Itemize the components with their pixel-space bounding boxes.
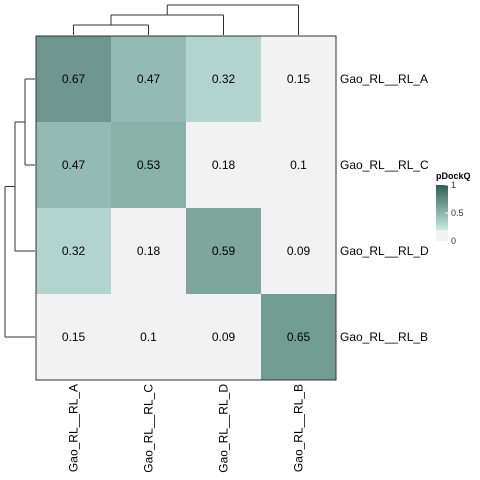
cell-value-label: 0.32	[212, 72, 236, 86]
column-dendrogram-branch	[73, 24, 149, 35]
row-label: Gao_RL__RL_D	[340, 244, 429, 258]
cell-value-label: 0.1	[290, 158, 307, 172]
column-label: Gao_RL__RL_B	[292, 384, 306, 472]
heatmap-cell	[261, 294, 336, 380]
row-dendrogram-branch	[4, 186, 35, 338]
heatmap-cell	[186, 294, 261, 380]
heatmap-cell	[111, 122, 186, 208]
cell-value-label: 0.67	[62, 72, 86, 86]
color-legend: pDockQ 1 0.5 0	[436, 171, 471, 246]
cell-value-label: 0.15	[287, 72, 311, 86]
cell-value-label: 0.18	[137, 244, 161, 258]
cell-value-label: 0.32	[62, 244, 86, 258]
legend-colorbar	[436, 185, 448, 241]
row-label: Gao_RL__RL_C	[340, 158, 429, 172]
cell-value-label: 0.65	[287, 330, 311, 344]
heatmap-cell	[111, 294, 186, 380]
legend-tick-label: 0	[451, 236, 456, 246]
cell-value-label: 0.15	[62, 330, 86, 344]
column-label: Gao_RL__RL_D	[217, 384, 231, 473]
heatmap-cell	[186, 122, 261, 208]
heatmap-cell	[36, 208, 111, 294]
heatmap-cell	[36, 36, 111, 122]
cell-value-label: 0.09	[287, 244, 311, 258]
cell-value-label: 0.53	[137, 158, 161, 172]
heatmap-cell	[261, 122, 336, 208]
row-label: Gao_RL__RL_A	[340, 72, 428, 86]
legend-title: pDockQ	[436, 171, 471, 181]
column-dendrogram-branch	[166, 4, 299, 35]
heatmap-border	[35, 35, 337, 381]
cell-value-label: 0.1	[140, 330, 157, 344]
heatmap-cell	[111, 208, 186, 294]
heatmap-cell	[261, 208, 336, 294]
cell-value-label: 0.47	[62, 158, 86, 172]
heatmap-cell	[261, 36, 336, 122]
heatmap-cell	[111, 36, 186, 122]
cell-value-label: 0.47	[137, 72, 161, 86]
heatmap-cell	[36, 294, 111, 380]
legend-tick-label: 1	[451, 180, 456, 190]
cell-value-label: 0.59	[212, 244, 236, 258]
row-dendrogram	[4, 78, 35, 338]
heatmap-cell	[186, 36, 261, 122]
cell-value-label: 0.09	[212, 330, 236, 344]
heatmap-cell	[36, 122, 111, 208]
column-label: Gao_RL__RL_A	[67, 384, 81, 472]
heatmap-cells: 0.67 0.47 0.32 0.15 0.47 0.53 0.18 0.1 0.32 0.18 0…	[36, 36, 336, 380]
column-label: Gao_RL__RL_C	[142, 384, 156, 473]
row-label: Gao_RL__RL_B	[340, 330, 428, 344]
row-dendrogram-branch	[24, 78, 35, 166]
heatmap-cell	[186, 208, 261, 294]
legend-tick-label: 0.5	[451, 208, 464, 218]
column-labels: Gao_RL__RL_A Gao_RL__RL_C Gao_RL__RL_D Gao_…	[67, 384, 306, 473]
cell-value-label: 0.18	[212, 158, 236, 172]
column-dendrogram	[73, 4, 299, 35]
row-labels: Gao_RL__RL_A Gao_RL__RL_C Gao_RL__RL_D Gao_…	[340, 72, 429, 344]
